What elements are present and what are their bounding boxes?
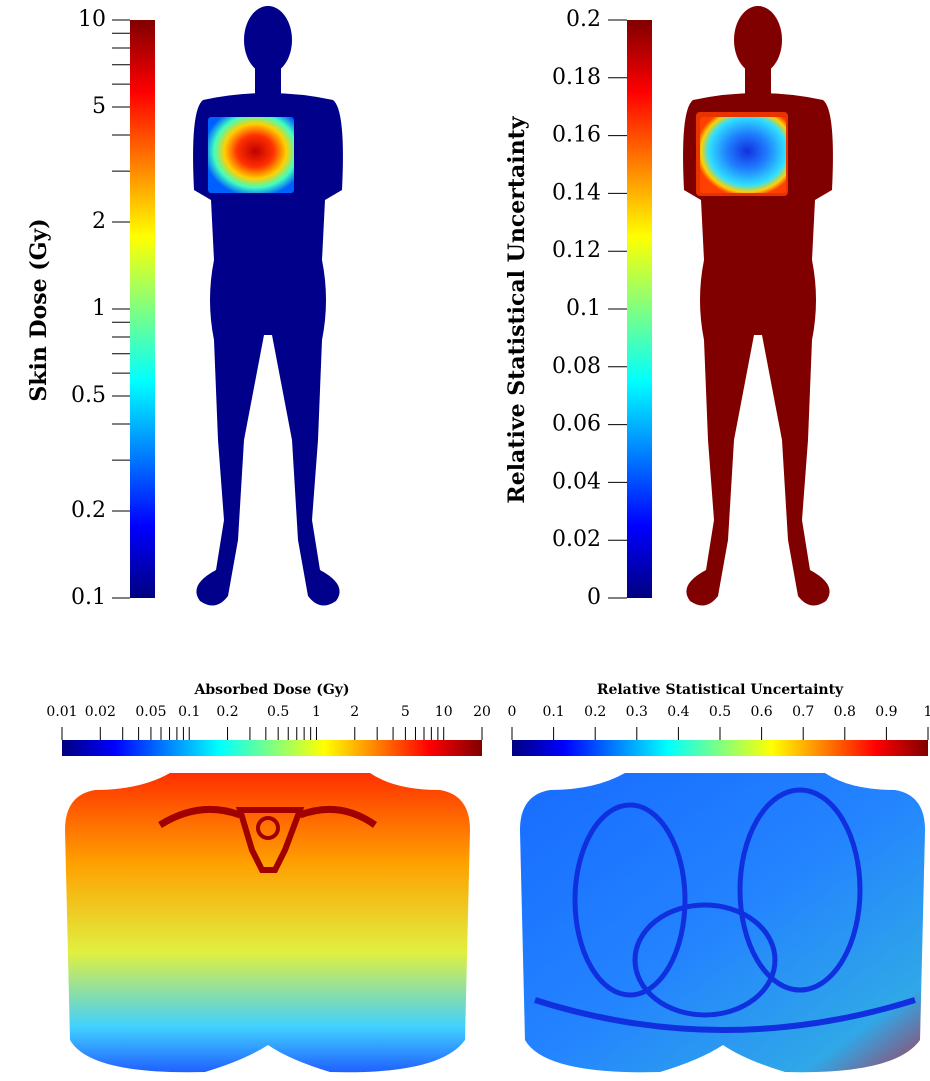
colorbar	[512, 740, 928, 756]
tick-label: 0.18	[552, 65, 601, 90]
tick-label: 0.1	[71, 585, 106, 610]
tick-label: 2	[92, 209, 106, 234]
colorbar	[627, 20, 652, 598]
colorbar-title: Relative Statistical Uncertainty	[504, 115, 530, 503]
tick-label: 10	[435, 704, 453, 720]
tick-label: 0.1	[566, 296, 601, 321]
tick-label: 1	[312, 704, 321, 720]
tick-label: 0.08	[552, 354, 601, 379]
tick-label: 0.7	[792, 704, 814, 720]
tick-label: 0.8	[834, 704, 856, 720]
tick-label: 0.2	[216, 704, 238, 720]
skin-dose-map	[193, 6, 343, 605]
tick-label: 5	[92, 94, 106, 119]
tick-label: 0	[587, 585, 601, 610]
tick-label: 0.16	[552, 123, 601, 148]
tick-label: 0.9	[875, 704, 897, 720]
colorbar-title: Absorbed Dose (Gy)	[193, 682, 349, 698]
tick-label: 0.1	[178, 704, 200, 720]
tick-label: 5	[401, 704, 410, 720]
figure: Skin Dose (Gy)0.10.20.512510Relative Sta…	[0, 0, 930, 1081]
tick-label: 1	[92, 296, 106, 321]
tick-label: 0.02	[552, 527, 601, 552]
tick-label: 0.2	[566, 7, 601, 32]
tick-label: 0	[508, 704, 517, 720]
colorbar-title: Relative Statistical Uncertainty	[597, 682, 844, 698]
absorbed-dose-slice	[65, 773, 470, 1072]
tick-label: 0.02	[85, 704, 116, 720]
tick-label: 0.04	[552, 469, 601, 494]
tick-label: 10	[78, 7, 106, 32]
tick-label: 0.5	[709, 704, 731, 720]
tick-label: 0.4	[667, 704, 689, 720]
tick-label: 0.2	[71, 498, 106, 523]
tick-label: 1	[924, 704, 930, 720]
tick-label: 0.1	[542, 704, 564, 720]
tick-label: 0.01	[46, 704, 77, 720]
tick-label: 0.2	[584, 704, 606, 720]
tick-label: 0.5	[71, 383, 106, 408]
tick-label: 0.6	[750, 704, 772, 720]
colorbar	[130, 20, 155, 598]
tick-label: 0.12	[552, 238, 601, 263]
uncertainty-slice	[520, 773, 925, 1072]
tick-label: 2	[350, 704, 359, 720]
skin-uncertainty-map	[683, 6, 833, 605]
tick-label: 20	[473, 704, 491, 720]
colorbar	[62, 740, 482, 756]
tick-label: 0.5	[267, 704, 289, 720]
page: Skin Dose (Gy)0.10.20.512510Relative Sta…	[0, 0, 930, 1081]
colorbar-title: Skin Dose (Gy)	[26, 218, 52, 401]
tick-label: 0.14	[552, 180, 601, 205]
tick-label: 0.06	[552, 412, 601, 437]
tick-label: 0.05	[135, 704, 166, 720]
tick-label: 0.3	[626, 704, 648, 720]
